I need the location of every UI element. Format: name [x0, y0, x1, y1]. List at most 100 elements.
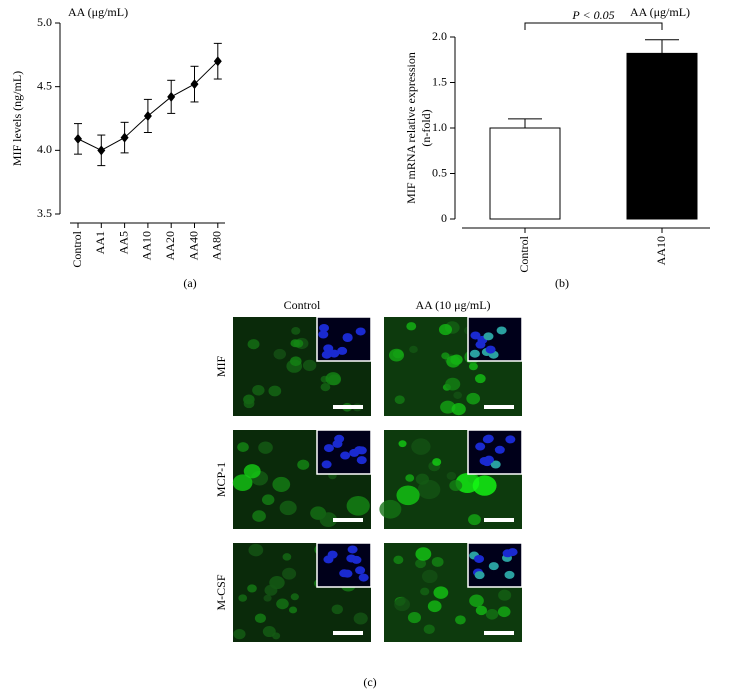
cell — [258, 441, 273, 454]
nucleus — [358, 573, 369, 582]
cell — [468, 514, 481, 526]
cell — [252, 384, 265, 396]
nucleus — [342, 334, 353, 343]
cell — [282, 567, 297, 580]
cell — [449, 480, 463, 492]
nucleus — [327, 550, 338, 559]
cell — [433, 586, 449, 599]
nucleus — [323, 444, 334, 453]
nucleus — [318, 330, 329, 339]
cell — [498, 589, 512, 601]
x-tick-label: AA80 — [210, 231, 224, 260]
nucleus — [475, 442, 486, 451]
cell — [497, 606, 511, 618]
cell — [288, 606, 298, 614]
cell — [421, 569, 438, 584]
y-tick-label: 1.0 — [432, 120, 447, 134]
nucleus — [355, 566, 366, 575]
cell — [451, 403, 466, 416]
nucleus — [485, 345, 496, 354]
y-tick-label: 4.0 — [37, 142, 52, 156]
nucleus — [474, 571, 485, 580]
cell — [475, 605, 487, 616]
cell — [264, 584, 278, 596]
cell — [325, 372, 341, 386]
cell — [247, 584, 257, 593]
cell — [243, 398, 255, 409]
cell — [445, 377, 461, 391]
cell — [432, 458, 442, 466]
micrograph — [233, 542, 372, 642]
point — [120, 132, 129, 143]
y-tick-label: 2.0 — [432, 29, 447, 43]
cell — [346, 495, 370, 516]
cell — [279, 500, 297, 516]
cell — [248, 543, 264, 557]
cell — [396, 485, 420, 506]
nucleus — [490, 460, 501, 469]
column-label: Control — [284, 298, 321, 312]
scale-bar — [484, 405, 514, 409]
scale-bar — [484, 631, 514, 635]
scale-bar — [484, 518, 514, 522]
cell — [272, 476, 291, 492]
scale-bar — [333, 631, 363, 635]
cell — [379, 499, 402, 519]
bar — [489, 127, 561, 220]
nucleus — [355, 327, 366, 336]
point — [213, 56, 222, 67]
point — [167, 91, 176, 102]
cell — [431, 556, 444, 567]
y-axis-label: MIF mRNA relative expression — [404, 52, 418, 204]
x-tick-label: AA40 — [186, 231, 200, 260]
cell — [398, 440, 407, 448]
point — [143, 110, 152, 121]
nucleus — [342, 569, 353, 578]
y-tick-label: 3.5 — [37, 206, 52, 220]
cell — [420, 587, 430, 596]
cell — [290, 356, 302, 367]
cell — [237, 442, 249, 452]
panel-label: (a) — [183, 276, 196, 290]
cell — [407, 612, 422, 624]
cell — [440, 400, 456, 414]
significance-label: P < 0.05 — [571, 8, 614, 22]
cell — [261, 494, 275, 506]
cell — [446, 355, 461, 368]
cell — [415, 473, 429, 485]
cell — [319, 512, 338, 528]
nucleus — [329, 349, 340, 358]
nucleus — [356, 456, 367, 465]
micrograph — [232, 429, 372, 529]
scale-bar — [333, 518, 363, 522]
nucleus — [505, 435, 516, 444]
cell — [297, 459, 310, 470]
cell — [438, 324, 453, 336]
cell — [276, 598, 289, 610]
x-tick-label: AA1 — [93, 231, 107, 254]
nucleus — [351, 555, 362, 564]
cell — [474, 374, 486, 384]
y-tick-label: 5.0 — [37, 15, 52, 29]
row-label: MIF — [214, 356, 228, 378]
cell — [293, 339, 304, 348]
point — [97, 145, 106, 156]
cell — [394, 597, 410, 612]
cell — [353, 612, 368, 625]
nucleus — [321, 350, 332, 359]
cell — [406, 322, 417, 331]
cell — [320, 383, 331, 392]
point — [74, 133, 82, 144]
scale-bar — [333, 405, 363, 409]
micrograph — [233, 316, 372, 416]
cell — [446, 471, 457, 480]
y-tick-label: 1.5 — [432, 74, 447, 88]
cell — [254, 613, 266, 623]
nucleus — [321, 460, 332, 469]
inset — [316, 542, 372, 588]
cell — [302, 359, 317, 372]
cell — [405, 474, 415, 482]
cell — [243, 464, 261, 479]
